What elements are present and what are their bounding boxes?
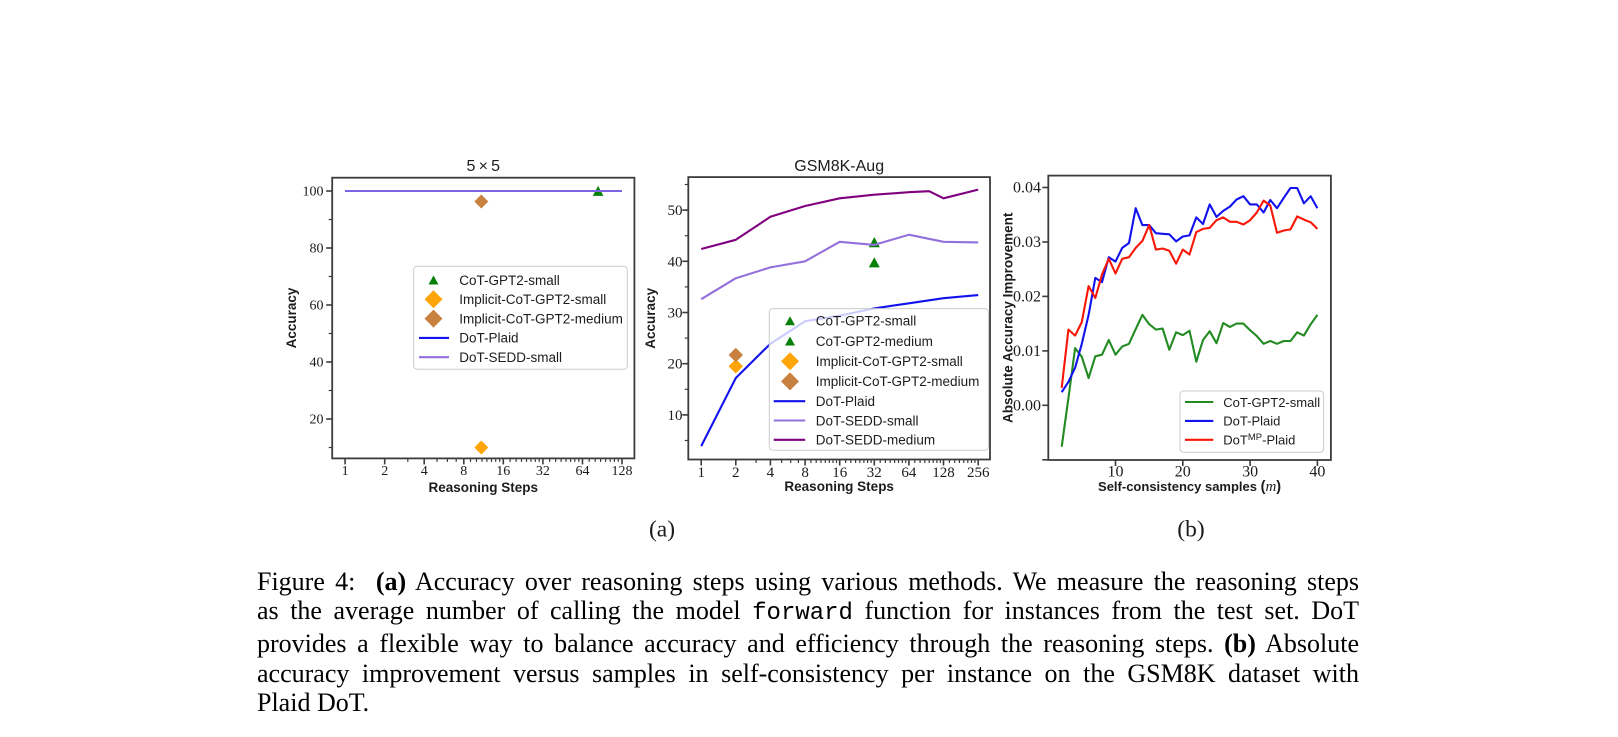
svg-text:40: 40	[1309, 464, 1325, 481]
svg-text:80: 80	[310, 242, 324, 257]
svg-text:CoT-GPT2-medium: CoT-GPT2-medium	[816, 334, 933, 349]
svg-text:Self-consistency samples (m): Self-consistency samples (m)	[1098, 479, 1281, 495]
svg-text:0.04: 0.04	[1013, 180, 1041, 197]
svg-text:4: 4	[421, 464, 428, 479]
svg-text:Accuracy: Accuracy	[284, 287, 299, 348]
svg-text:16: 16	[496, 464, 510, 479]
svg-text:100: 100	[303, 185, 324, 200]
svg-text:Accuracy: Accuracy	[643, 287, 658, 348]
svg-text:DoT-Plaid: DoT-Plaid	[816, 394, 875, 409]
svg-text:30: 30	[1242, 464, 1258, 481]
svg-text:Reasoning Steps: Reasoning Steps	[784, 479, 894, 494]
svg-text:(a): (a)	[649, 517, 675, 543]
svg-text:0.00: 0.00	[1013, 397, 1041, 414]
svg-text:DoT-SEDD-small: DoT-SEDD-small	[816, 413, 919, 428]
svg-text:32: 32	[536, 464, 550, 479]
svg-text:0.02: 0.02	[1013, 288, 1041, 305]
svg-text:60: 60	[310, 299, 324, 314]
svg-text:2: 2	[381, 464, 388, 479]
svg-text:10: 10	[1108, 464, 1124, 481]
svg-text:5 × 5: 5 × 5	[467, 158, 501, 175]
svg-text:1: 1	[342, 464, 349, 479]
svg-text:8: 8	[460, 464, 467, 479]
svg-text:128: 128	[612, 464, 633, 479]
svg-text:2: 2	[732, 465, 740, 481]
svg-text:CoT-GPT2-small: CoT-GPT2-small	[1223, 395, 1320, 410]
svg-text:DoT-SEDD-small: DoT-SEDD-small	[459, 350, 562, 365]
svg-text:50: 50	[668, 203, 683, 219]
svg-text:40: 40	[668, 254, 683, 270]
svg-text:0.01: 0.01	[1013, 343, 1041, 360]
svg-text:GSM8K-Aug: GSM8K-Aug	[794, 158, 884, 175]
svg-text:64: 64	[576, 464, 590, 479]
svg-text:20: 20	[1175, 464, 1191, 481]
svg-text:16: 16	[832, 465, 848, 481]
svg-text:Implicit-CoT-GPT2-small: Implicit-CoT-GPT2-small	[816, 354, 963, 369]
svg-text:Absolute Accuracy Improvement: Absolute Accuracy Improvement	[1001, 212, 1016, 423]
svg-text:DoT-SEDD-medium: DoT-SEDD-medium	[816, 433, 935, 448]
svg-text:40: 40	[310, 356, 324, 371]
svg-text:DoT-Plaid: DoT-Plaid	[459, 331, 518, 346]
svg-text:20: 20	[310, 413, 324, 428]
svg-text:256: 256	[967, 465, 990, 481]
svg-text:CoT-GPT2-small: CoT-GPT2-small	[816, 314, 917, 329]
svg-text:64: 64	[901, 465, 917, 481]
svg-text:Implicit-CoT-GPT2-medium: Implicit-CoT-GPT2-medium	[816, 374, 980, 389]
svg-text:32: 32	[867, 465, 882, 481]
svg-text:20: 20	[668, 357, 683, 373]
svg-text:4: 4	[767, 465, 775, 481]
svg-text:DoTMP-Plaid: DoTMP-Plaid	[1223, 432, 1295, 448]
svg-text:Implicit-CoT-GPT2-medium: Implicit-CoT-GPT2-medium	[459, 311, 623, 326]
svg-text:128: 128	[932, 465, 955, 481]
svg-text:8: 8	[801, 465, 809, 481]
svg-text:(b): (b)	[1177, 517, 1204, 543]
svg-text:CoT-GPT2-small: CoT-GPT2-small	[459, 273, 560, 288]
svg-text:30: 30	[668, 306, 683, 322]
svg-text:1: 1	[697, 465, 705, 481]
svg-text:DoT-Plaid: DoT-Plaid	[1223, 414, 1280, 429]
svg-text:10: 10	[668, 408, 683, 424]
svg-text:Reasoning Steps: Reasoning Steps	[429, 480, 539, 495]
svg-text:Implicit-CoT-GPT2-small: Implicit-CoT-GPT2-small	[459, 292, 606, 307]
svg-text:0.03: 0.03	[1013, 234, 1041, 251]
